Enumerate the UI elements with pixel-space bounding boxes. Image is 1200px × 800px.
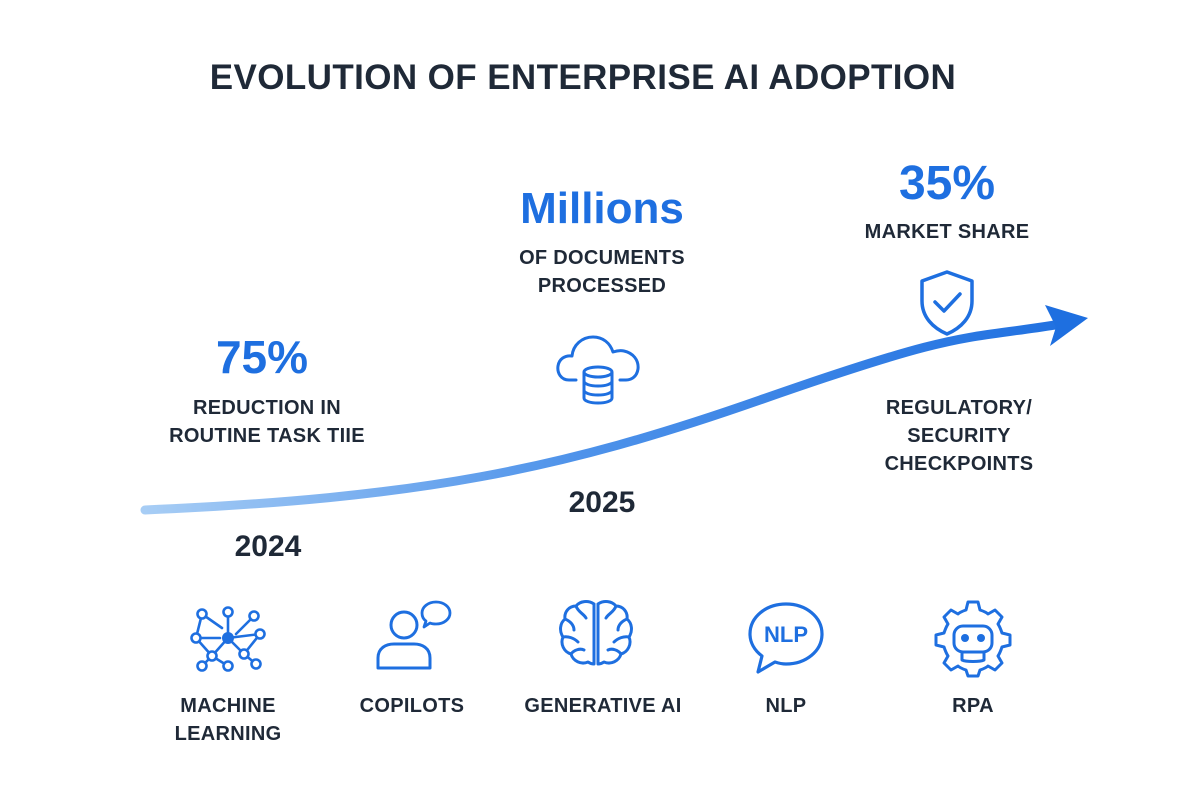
stat-label-documents: OF DOCUMENTS PROCESSED: [472, 244, 732, 300]
category-label-line: MACHINE: [180, 695, 276, 717]
stat-value-reduction: 75%: [215, 331, 309, 383]
stat-label-market-share: MARKET SHARE: [817, 218, 1077, 246]
shield-check-icon: [920, 270, 974, 336]
nlp-speech-bubble-icon: NLP: [748, 602, 824, 674]
category-label-copilots: COPILOTS: [302, 692, 522, 720]
stat-value-documents: Millions: [520, 184, 684, 233]
brain-icon: [559, 600, 633, 666]
stat-value-market-share: 35%: [898, 157, 996, 210]
category-label-line: COPILOTS: [359, 695, 465, 717]
nlp-icon-text: NLP: [764, 622, 808, 647]
category-label-line: LEARNING: [174, 723, 282, 745]
page-title: EVOLUTION OF ENTERPRISE AI ADOPTION: [209, 58, 957, 97]
stat-label-line: MARKET SHARE: [864, 221, 1030, 243]
category-label-nlp: NLP: [676, 692, 896, 720]
stat-label-line: ROUTINE TASK TIIE: [169, 425, 365, 447]
category-label-line: NLP: [765, 695, 807, 717]
cloud-database-icon: [556, 335, 640, 405]
regulatory-checkpoints-note: REGULATORY/ SECURITY CHECKPOINTS: [839, 394, 1079, 478]
category-label-rpa: RPA: [863, 692, 1083, 720]
category-label-generative-ai: GENERATIVE AI: [493, 692, 713, 720]
neural-network-icon: [190, 606, 266, 672]
note-line: CHECKPOINTS: [884, 453, 1034, 475]
stat-label-line: REDUCTION IN: [192, 397, 342, 419]
robot-gear-icon: [934, 600, 1012, 678]
category-label-machine-learning: MACHINE LEARNING: [118, 692, 338, 748]
note-line: SECURITY: [907, 425, 1011, 447]
category-label-line: RPA: [952, 695, 994, 717]
year-2025: 2025: [568, 486, 636, 519]
stat-label-line: PROCESSED: [537, 275, 667, 297]
category-label-line: GENERATIVE AI: [524, 695, 682, 717]
year-2024: 2024: [234, 530, 302, 563]
stat-label-reduction: REDUCTION IN ROUTINE TASK TIIE: [137, 394, 397, 450]
stat-label-line: OF DOCUMENTS: [519, 247, 685, 269]
note-line: REGULATORY/: [885, 397, 1033, 419]
user-chat-icon: [376, 600, 452, 670]
